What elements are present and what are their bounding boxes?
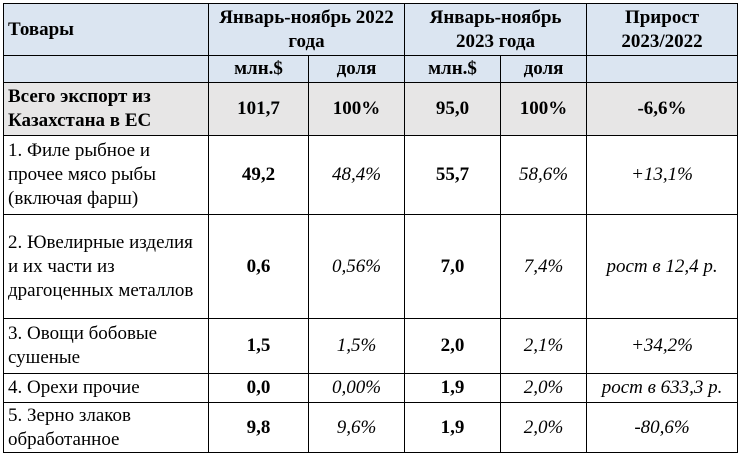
row-value-2023: 7,0 (404, 214, 502, 319)
row-growth: рост в 12,4 р. (586, 214, 739, 319)
row-share-2022: 1,5% (307, 318, 406, 374)
header-empty (3, 55, 209, 83)
header-period-2022: Январь-ноябрь 2022 года (207, 3, 406, 56)
row-value-2023: 1,9 (404, 373, 502, 403)
table-row: 2. Ювелирные изделия и их части из драго… (3, 214, 739, 319)
total-share-2023: 100% (500, 82, 588, 136)
row-name: 1. Филе рыбное и прочее мясо рыбы (включ… (3, 135, 209, 215)
header-row: Товары Январь-ноябрь 2022 года Январь-но… (3, 3, 739, 56)
row-growth: -80,6% (586, 402, 739, 453)
table-row: 4. Орехи прочие 0,0 0,00% 1,9 2,0% рост … (3, 373, 739, 403)
row-share-2023: 58,6% (500, 135, 588, 215)
header-goods: Товары (3, 3, 209, 56)
total-share-2022: 100% (307, 82, 406, 136)
header-period-2023: Январь-ноябрь 2023 года (404, 3, 588, 56)
export-table: Товары Январь-ноябрь 2022 года Январь-но… (3, 3, 739, 453)
row-value-2023: 2,0 (404, 318, 502, 374)
row-share-2022: 0,00% (307, 373, 406, 403)
row-share-2023: 2,1% (500, 318, 588, 374)
unit-share-2023: доля (500, 55, 588, 83)
total-row: Всего экспорт из Казахстана в ЕС 101,7 1… (3, 82, 739, 136)
total-growth: -6,6% (586, 82, 739, 136)
row-name: 5. Зерно злаков обработанное (3, 402, 209, 453)
table-row: 5. Зерно злаков обработанное 9,8 9,6% 1,… (3, 402, 739, 453)
row-name: 3. Овощи бобовые сушеные (3, 318, 209, 374)
unit-mln-2023: млн.$ (404, 55, 502, 83)
row-growth: рост в 633,3 р. (586, 373, 739, 403)
row-value-2022: 9,8 (208, 402, 309, 453)
row-value-2022: 1,5 (208, 318, 309, 374)
row-share-2022: 48,4% (307, 135, 406, 215)
row-name: 2. Ювелирные изделия и их части из драго… (3, 214, 209, 319)
units-row: млн.$ доля млн.$ доля (3, 55, 739, 83)
total-name: Всего экспорт из Казахстана в ЕС (3, 82, 209, 136)
row-share-2023: 2,0% (500, 402, 588, 453)
total-value-2022: 101,7 (208, 82, 309, 136)
row-value-2023: 55,7 (404, 135, 502, 215)
row-share-2023: 2,0% (500, 373, 588, 403)
row-growth: +34,2% (586, 318, 739, 374)
unit-share-2022: доля (307, 55, 406, 83)
table-row: 1. Филе рыбное и прочее мясо рыбы (включ… (3, 135, 739, 215)
row-value-2022: 49,2 (208, 135, 309, 215)
unit-mln-2022: млн.$ (208, 55, 309, 83)
row-name: 4. Орехи прочие (3, 373, 209, 403)
header-growth: Прирост 2023/2022 (586, 3, 739, 56)
row-value-2023: 1,9 (404, 402, 502, 453)
header-empty-growth (586, 55, 739, 83)
row-value-2022: 0,6 (208, 214, 309, 319)
total-value-2023: 95,0 (404, 82, 502, 136)
row-growth: +13,1% (586, 135, 739, 215)
table-row: 3. Овощи бобовые сушеные 1,5 1,5% 2,0 2,… (3, 318, 739, 374)
row-value-2022: 0,0 (208, 373, 309, 403)
row-share-2022: 0,56% (307, 214, 406, 319)
row-share-2022: 9,6% (307, 402, 406, 453)
row-share-2023: 7,4% (500, 214, 588, 319)
